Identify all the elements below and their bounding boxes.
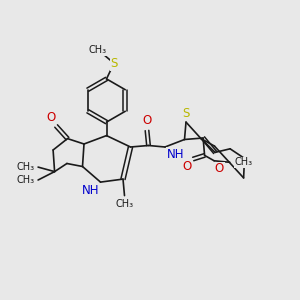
Text: NH: NH bbox=[82, 184, 99, 196]
Text: S: S bbox=[110, 57, 118, 70]
Text: CH₃: CH₃ bbox=[17, 175, 35, 185]
Text: S: S bbox=[182, 107, 190, 120]
Text: CH₃: CH₃ bbox=[88, 45, 106, 56]
Text: NH: NH bbox=[167, 148, 184, 160]
Text: CH₃: CH₃ bbox=[234, 157, 252, 167]
Text: O: O bbox=[215, 162, 224, 175]
Text: O: O bbox=[182, 160, 192, 173]
Text: O: O bbox=[46, 112, 56, 124]
Text: CH₃: CH₃ bbox=[116, 199, 134, 209]
Text: O: O bbox=[142, 115, 152, 128]
Text: CH₃: CH₃ bbox=[17, 162, 35, 172]
